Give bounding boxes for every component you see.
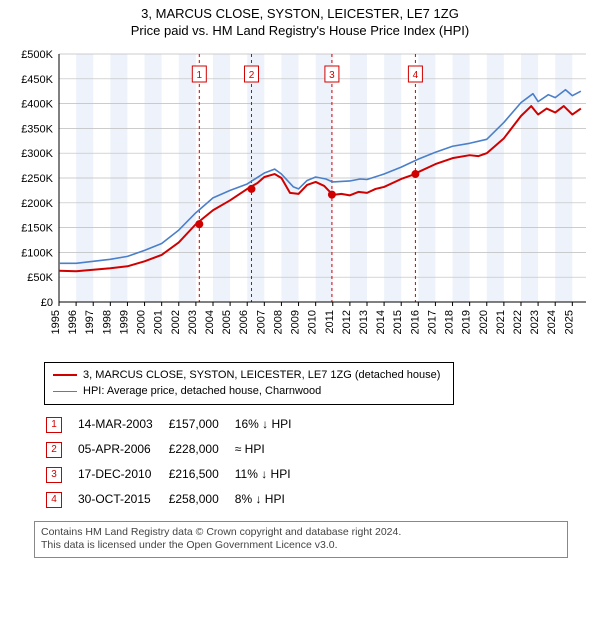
svg-text:2006: 2006 bbox=[238, 310, 250, 334]
legend-row-0: 3, MARCUS CLOSE, SYSTON, LEICESTER, LE7 … bbox=[53, 367, 445, 384]
footer-line1: Contains HM Land Registry data © Crown c… bbox=[41, 526, 561, 540]
title-block: 3, MARCUS CLOSE, SYSTON, LEICESTER, LE7 … bbox=[0, 0, 600, 42]
svg-text:2013: 2013 bbox=[358, 310, 370, 334]
event-price: £157,000 bbox=[169, 413, 233, 436]
svg-text:2012: 2012 bbox=[341, 310, 353, 334]
svg-text:2019: 2019 bbox=[461, 310, 473, 334]
svg-text:£150K: £150K bbox=[21, 222, 53, 234]
svg-text:2023: 2023 bbox=[529, 310, 541, 334]
footer-line2: This data is licensed under the Open Gov… bbox=[41, 539, 561, 553]
svg-text:2001: 2001 bbox=[153, 310, 165, 334]
chart-svg: £0 £50K £100K £150K £200K £250K £300K £350K £400… bbox=[4, 44, 594, 354]
svg-text:1995: 1995 bbox=[50, 310, 62, 334]
legend-row-1: HPI: Average price, detached house, Char… bbox=[53, 383, 445, 400]
svg-text:2020: 2020 bbox=[478, 310, 490, 334]
event-delta: ≈ HPI bbox=[235, 438, 306, 461]
event-price: £228,000 bbox=[169, 438, 233, 461]
event-marker: 2 bbox=[46, 442, 62, 458]
svg-text:£450K: £450K bbox=[21, 74, 53, 86]
event-date: 30-OCT-2015 bbox=[78, 488, 167, 511]
event-marker: 3 bbox=[46, 467, 62, 483]
event-date: 17-DEC-2010 bbox=[78, 463, 167, 486]
legend-swatch-0 bbox=[53, 374, 77, 376]
legend-label-1: HPI: Average price, detached house, Char… bbox=[83, 383, 321, 400]
event-price: £216,500 bbox=[169, 463, 233, 486]
event-marker: 1 bbox=[46, 417, 62, 433]
svg-text:2017: 2017 bbox=[426, 310, 438, 334]
legend: 3, MARCUS CLOSE, SYSTON, LEICESTER, LE7 … bbox=[44, 362, 454, 405]
svg-text:£500K: £500K bbox=[21, 49, 53, 61]
svg-text:2004: 2004 bbox=[204, 310, 216, 334]
svg-text:£250K: £250K bbox=[21, 173, 53, 185]
event-date: 14-MAR-2003 bbox=[78, 413, 167, 436]
svg-text:£0: £0 bbox=[41, 297, 53, 309]
svg-text:2003: 2003 bbox=[187, 310, 199, 334]
svg-text:1999: 1999 bbox=[118, 310, 130, 334]
svg-text:£400K: £400K bbox=[21, 98, 53, 110]
event-delta: 16% ↓ HPI bbox=[235, 413, 306, 436]
svg-text:2024: 2024 bbox=[546, 310, 558, 334]
svg-text:1: 1 bbox=[197, 70, 203, 81]
svg-text:£350K: £350K bbox=[21, 123, 53, 135]
svg-text:1996: 1996 bbox=[67, 310, 79, 334]
svg-text:2000: 2000 bbox=[136, 310, 148, 334]
svg-text:2014: 2014 bbox=[375, 310, 387, 334]
event-row: 3 17-DEC-2010£216,50011% ↓ HPI bbox=[46, 463, 305, 486]
event-marker: 4 bbox=[46, 492, 62, 508]
svg-text:£200K: £200K bbox=[21, 198, 53, 210]
svg-text:2025: 2025 bbox=[563, 310, 575, 334]
svg-text:1998: 1998 bbox=[101, 310, 113, 334]
event-date: 05-APR-2006 bbox=[78, 438, 167, 461]
svg-text:2022: 2022 bbox=[512, 310, 524, 334]
svg-text:2002: 2002 bbox=[170, 310, 182, 334]
event-row: 1 14-MAR-2003£157,00016% ↓ HPI bbox=[46, 413, 305, 436]
svg-text:£100K: £100K bbox=[21, 247, 53, 259]
legend-label-0: 3, MARCUS CLOSE, SYSTON, LEICESTER, LE7 … bbox=[83, 367, 440, 384]
svg-text:2: 2 bbox=[249, 70, 255, 81]
svg-text:2021: 2021 bbox=[495, 310, 507, 334]
legend-swatch-1 bbox=[53, 391, 77, 392]
title-line1: 3, MARCUS CLOSE, SYSTON, LEICESTER, LE7 … bbox=[0, 6, 600, 23]
svg-text:2011: 2011 bbox=[324, 310, 336, 334]
svg-text:£300K: £300K bbox=[21, 148, 53, 160]
svg-text:4: 4 bbox=[413, 70, 419, 81]
svg-text:1997: 1997 bbox=[84, 310, 96, 334]
event-delta: 8% ↓ HPI bbox=[235, 488, 306, 511]
svg-text:2015: 2015 bbox=[392, 310, 404, 334]
event-delta: 11% ↓ HPI bbox=[235, 463, 306, 486]
event-row: 4 30-OCT-2015£258,0008% ↓ HPI bbox=[46, 488, 305, 511]
svg-text:3: 3 bbox=[329, 70, 335, 81]
svg-text:2009: 2009 bbox=[290, 310, 302, 334]
footer: Contains HM Land Registry data © Crown c… bbox=[34, 521, 568, 558]
svg-text:2005: 2005 bbox=[221, 310, 233, 334]
chart: £0 £50K £100K £150K £200K £250K £300K £350K £400… bbox=[4, 44, 594, 354]
svg-text:£50K: £50K bbox=[27, 272, 53, 284]
svg-text:2007: 2007 bbox=[255, 310, 267, 334]
svg-text:2008: 2008 bbox=[272, 310, 284, 334]
event-row: 2 05-APR-2006£228,000≈ HPI bbox=[46, 438, 305, 461]
events-table: 1 14-MAR-2003£157,00016% ↓ HPI 2 05-APR-200… bbox=[44, 411, 307, 513]
event-price: £258,000 bbox=[169, 488, 233, 511]
title-line2: Price paid vs. HM Land Registry's House … bbox=[0, 23, 600, 40]
svg-text:2018: 2018 bbox=[444, 310, 456, 334]
svg-text:2010: 2010 bbox=[307, 310, 319, 334]
svg-text:2016: 2016 bbox=[409, 310, 421, 334]
